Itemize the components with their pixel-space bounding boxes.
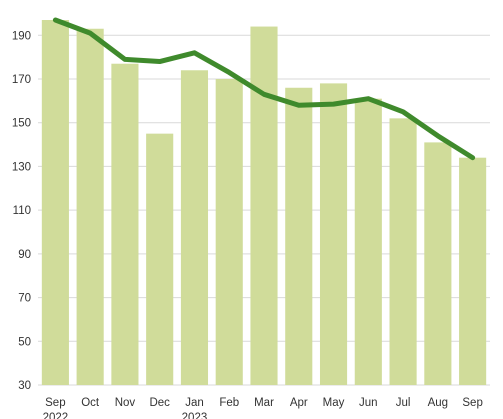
x-tick-label: Jun	[359, 397, 378, 409]
series-line	[52, 17, 476, 161]
bar	[424, 142, 452, 385]
y-tick-label: 170	[12, 74, 31, 86]
x-tick-label: Sep	[462, 397, 482, 409]
y-tick-label: 150	[12, 118, 31, 130]
bar	[111, 63, 139, 385]
bar	[389, 118, 417, 385]
x-tick-label: Mar	[254, 397, 274, 409]
bar	[250, 26, 278, 386]
x-year-label: 2022	[43, 412, 69, 419]
x-tick-label: May	[323, 397, 345, 409]
x-tick-label: Feb	[219, 397, 239, 409]
x-year-label: 2023	[182, 412, 208, 419]
x-tick-label: Jul	[396, 397, 411, 409]
y-tick-label: 130	[12, 161, 31, 173]
bar	[41, 20, 69, 385]
x-tick-label: Apr	[290, 397, 308, 409]
x-tick-label: Jan	[185, 397, 204, 409]
bar	[180, 70, 209, 385]
y-tick-label: 30	[18, 380, 31, 392]
line-series	[52, 17, 476, 161]
y-tick-label: 50	[18, 336, 31, 348]
x-tick-label: Dec	[149, 397, 170, 409]
bar	[285, 87, 313, 386]
y-tick-label: 90	[18, 249, 31, 261]
bar	[319, 83, 348, 385]
y-tick-label: 70	[18, 293, 31, 305]
x-tick-label: Nov	[115, 397, 136, 409]
y-tick-label: 110	[13, 205, 31, 217]
bar	[459, 157, 487, 385]
bar	[215, 79, 243, 386]
bar	[76, 28, 104, 385]
bar	[354, 98, 382, 386]
x-tick-label: Oct	[81, 397, 100, 409]
y-axis: 30 50 70 90 110 130 150 170 190	[12, 30, 31, 392]
x-tick-label: Aug	[428, 397, 448, 409]
y-tick-label: 190	[12, 30, 31, 42]
x-axis: Sep 2022 Oct Nov Dec Jan 2023 Feb Mar Apr May Jun Ju…	[43, 397, 483, 419]
bar	[146, 133, 174, 385]
bar-series	[41, 20, 487, 386]
x-tick-label: Sep	[45, 397, 65, 409]
